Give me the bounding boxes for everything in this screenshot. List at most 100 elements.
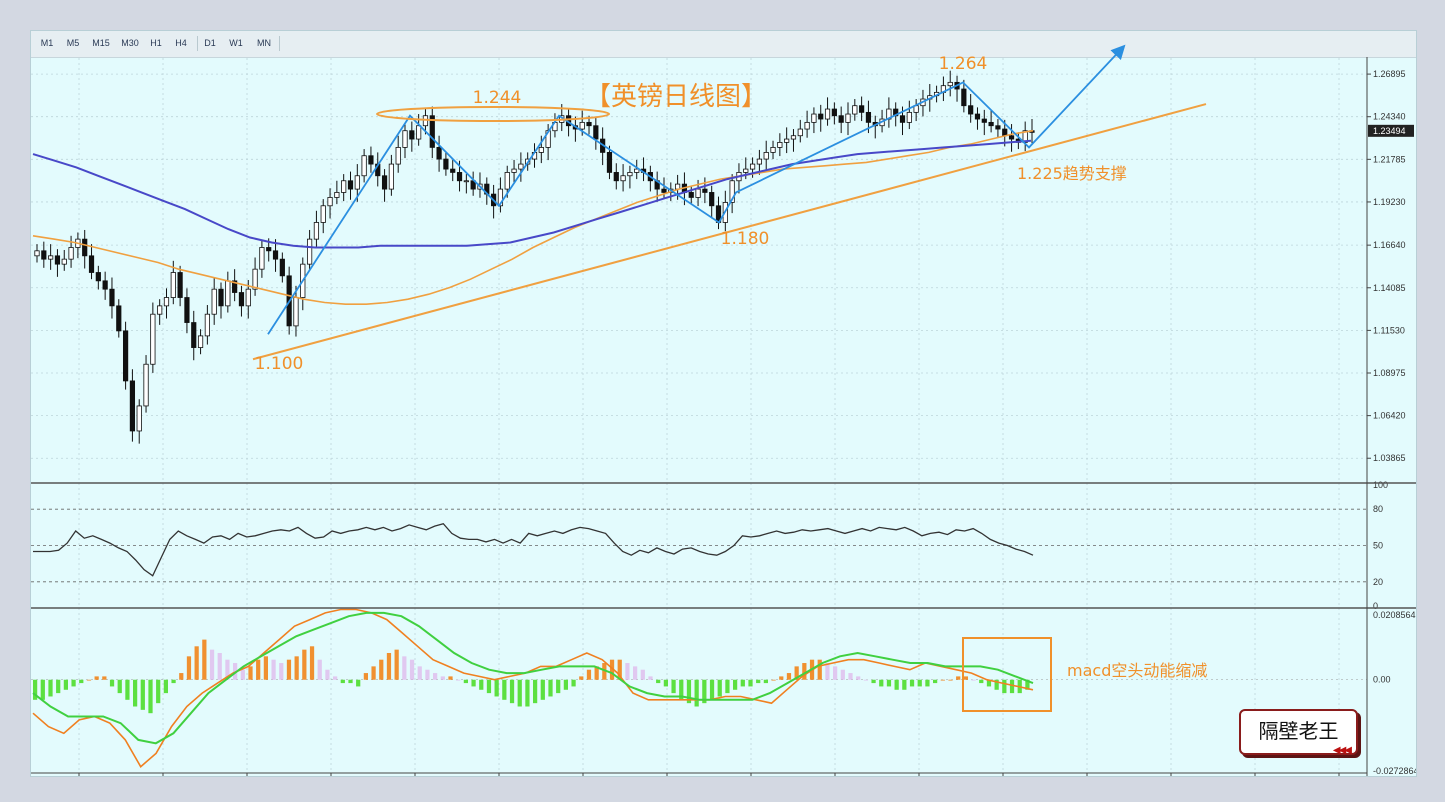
candle-body (68, 247, 74, 260)
macd-histogram-bar (494, 679, 499, 697)
price-tick-label: 1.03865 (1373, 453, 1406, 463)
macd-histogram-bar (417, 666, 422, 680)
macd-histogram-bar (840, 669, 845, 680)
candle-body (409, 130, 415, 140)
candle-body (259, 247, 265, 270)
candle-body (770, 147, 776, 153)
macd-histogram-bar (333, 676, 338, 680)
candle-body (613, 172, 619, 182)
candle-body (109, 288, 115, 307)
macd-histogram-bar (909, 679, 915, 687)
candle-body (61, 258, 67, 265)
trend-support-line (252, 103, 1207, 361)
tf-button-d1[interactable]: D1 (204, 38, 216, 48)
macd-histogram-bar (694, 679, 699, 707)
tf-button-w1[interactable]: W1 (229, 38, 243, 48)
tf-button-m1[interactable]: M1 (40, 38, 54, 48)
candle-body (88, 255, 95, 273)
candle-body (361, 155, 367, 177)
macd-signal-line (32, 611, 1034, 745)
macd-histogram-bar (533, 679, 538, 704)
macd-histogram-bar (1009, 679, 1015, 694)
candle-body (504, 172, 510, 190)
candle-body (627, 172, 633, 177)
macd-histogram-bar (348, 679, 353, 684)
candle-body (197, 335, 204, 348)
candle-body (395, 147, 401, 165)
candle-body (845, 113, 851, 123)
macd-histogram-bar (902, 679, 907, 690)
macd-histogram-bar (525, 679, 530, 707)
macd-highlight-box (962, 637, 1052, 712)
candle-body (82, 238, 88, 257)
candle-body (320, 205, 326, 223)
candle-body (756, 158, 762, 165)
price-tick-label: 1.08975 (1373, 368, 1406, 378)
candle-body (804, 121, 810, 130)
candle-body (163, 297, 170, 307)
candle-body (859, 105, 865, 113)
timeframe-toolbar: M1 M5 M15 M30 H1 H4 D1 W1 MN (31, 31, 1416, 58)
macd-histogram-bar (40, 679, 45, 700)
rsi-tick-label: 100 (1373, 480, 1388, 490)
macd-histogram-bar (1025, 679, 1030, 690)
candle-body (709, 192, 715, 207)
macd-histogram-bar (379, 659, 384, 680)
macd-tick-label: 0.00 (1373, 675, 1391, 685)
macd-histogram-bar (94, 676, 99, 680)
candle-body (157, 305, 163, 315)
tf-button-m15[interactable]: M15 (92, 38, 110, 48)
candle-body (797, 128, 803, 137)
label-high-2: 1.264 (939, 54, 988, 74)
macd-histogram-bar (409, 659, 415, 680)
tf-button-h4[interactable]: H4 (175, 38, 187, 48)
watermark-arrows-icon: ◀◀◀ (1332, 745, 1352, 756)
candle-body (443, 158, 449, 170)
tf-button-m30[interactable]: M30 (121, 38, 139, 48)
price-tick-label: 1.14085 (1373, 283, 1406, 293)
macd-histogram-bar (971, 679, 976, 681)
label-high-1: 1.244 (473, 88, 522, 108)
price-panel (32, 44, 1207, 444)
macd-histogram-bar (317, 659, 322, 680)
candle-body (695, 188, 701, 198)
tf-button-m5[interactable]: M5 (66, 38, 80, 48)
macd-histogram-bar (171, 679, 176, 684)
macd-histogram-bar (994, 679, 999, 690)
candle-body (852, 105, 858, 115)
macd-histogram-bar (202, 639, 207, 680)
candle-body (974, 113, 981, 120)
candle-body (518, 163, 524, 170)
macd-histogram-bar (679, 679, 684, 700)
price-tick-label: 1.06420 (1373, 411, 1406, 421)
macd-histogram-bar (302, 649, 307, 680)
tf-button-h1[interactable]: H1 (150, 38, 162, 48)
macd-histogram-bar (779, 676, 784, 680)
macd-histogram-bar (502, 679, 507, 700)
macd-histogram-bar (309, 646, 315, 680)
macd-histogram-bar (663, 679, 668, 687)
macd-histogram-bar (471, 679, 476, 687)
macd-histogram-bar (479, 679, 484, 690)
candle-body (729, 180, 735, 203)
candle-body (218, 288, 224, 307)
toolbar-separator (279, 36, 280, 51)
candle-body (961, 88, 967, 107)
macd-histogram-bar (286, 659, 292, 680)
candle-body (634, 168, 640, 173)
candle-body (702, 188, 708, 193)
candle-body (777, 141, 783, 148)
candle-body (184, 297, 190, 323)
macd-histogram-bar (402, 656, 407, 680)
macd-histogram-bar (833, 666, 838, 680)
tf-button-mn[interactable]: MN (257, 38, 271, 48)
macd-histogram-bar (217, 652, 222, 680)
macd-histogram-bar (917, 679, 922, 687)
macd-histogram-bar (394, 649, 399, 680)
watermark-badge: 隔壁老王 ◀◀◀ (1239, 709, 1358, 756)
toolbar-separator (197, 36, 198, 51)
macd-histogram-bar (609, 659, 615, 680)
candle-body (327, 197, 333, 207)
macd-histogram-bar (148, 679, 153, 714)
price-tick-label: 1.26895 (1373, 69, 1406, 79)
